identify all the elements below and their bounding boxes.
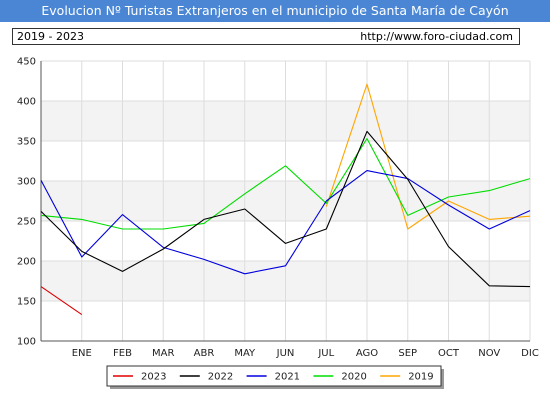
y-tick-label: 350 [17, 137, 36, 148]
x-tick-label: ENE [72, 348, 92, 359]
y-tick-label: 150 [17, 297, 36, 308]
x-tick-label: FEB [113, 348, 132, 359]
legend-label-2023: 2023 [141, 372, 166, 383]
x-tick-label: DIC [521, 348, 539, 359]
series-line-2019 [325, 83, 531, 230]
y-tick-label: 400 [17, 97, 36, 108]
x-tick-label: SEP [398, 348, 417, 359]
series-line-2020 [40, 138, 531, 230]
legend-label-2020: 2020 [341, 372, 366, 383]
x-tick-label: OCT [438, 348, 460, 359]
source-url: http://www.foro-ciudad.com [360, 30, 513, 43]
period-label: 2019 - 2023 [17, 30, 84, 43]
y-tick-label: 200 [17, 257, 36, 268]
x-tick-label: JUN [276, 348, 295, 359]
x-tick-label: ABR [194, 348, 215, 359]
x-tick-label: NOV [478, 348, 500, 359]
x-tick-label: MAY [234, 348, 256, 359]
y-tick-label: 250 [17, 217, 36, 228]
legend-box [106, 365, 442, 387]
x-tick-label: AGO [356, 348, 378, 359]
y-tick-label: 450 [17, 57, 36, 68]
chart-title: Evolucion Nº Turistas Extranjeros en el … [0, 0, 550, 22]
legend-label-2021: 2021 [275, 372, 300, 383]
y-tick-label: 300 [17, 177, 36, 188]
series-line-2023 [40, 286, 83, 316]
legend-label-2019: 2019 [408, 372, 433, 383]
series-line-2021 [40, 170, 531, 275]
series-line-2022 [40, 130, 531, 288]
legend-label-2022: 2022 [208, 372, 233, 383]
info-bar: 2019 - 2023 http://www.foro-ciudad.com [12, 28, 520, 45]
x-tick-label: MAR [152, 348, 174, 359]
x-tick-label: JUL [317, 348, 334, 359]
y-tick-label: 100 [17, 337, 36, 348]
